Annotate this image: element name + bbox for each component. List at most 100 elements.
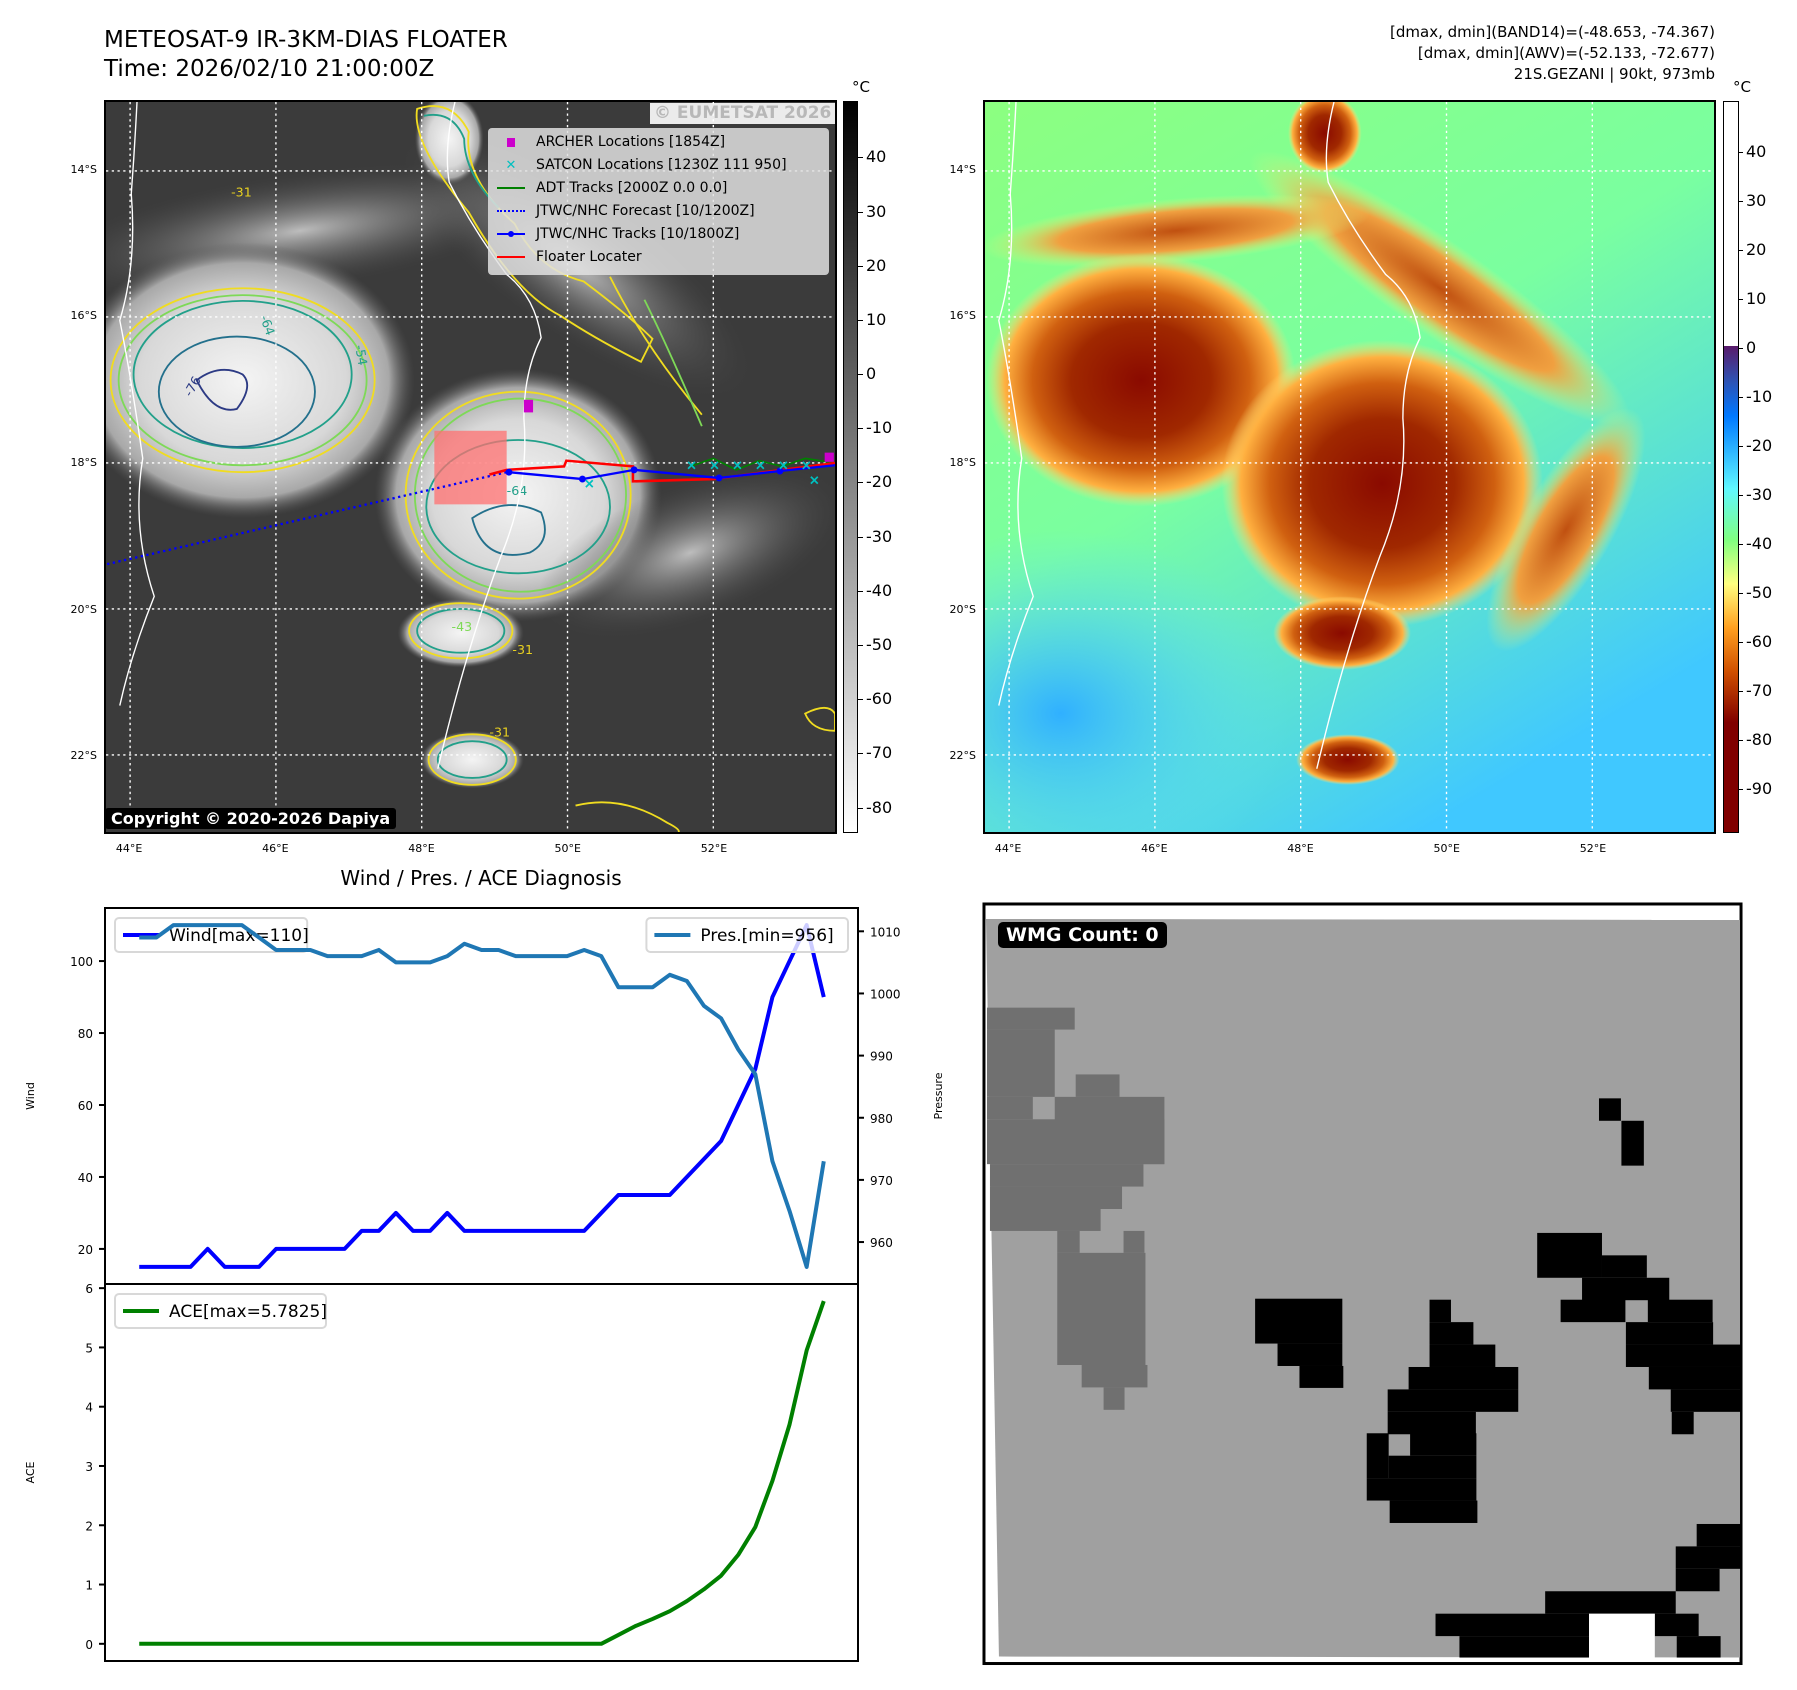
x-marker-icon: ✕ [505,157,517,173]
colorbar-tick-label: -30 [866,526,893,546]
y-tick-label: 6 [85,1282,93,1296]
latitude-label: 16°S [70,309,97,323]
colorbar-tick-label: -60 [1746,632,1773,652]
legend-item-adt: ADT Tracks [2000Z 0.0 0.0] [496,177,727,199]
colorbar-tick [858,319,863,321]
longitude-label: 46°E [1141,842,1168,855]
colorbar-tick-label: 20 [1746,240,1767,260]
colorbar-tick-label: -10 [1746,387,1773,407]
eumetsat-watermark: © EUMETSAT 2026 [650,103,836,124]
colorbar-tick-label: -40 [1746,534,1773,554]
y2-tick-label: 1010 [870,925,901,939]
legend-item-floater: Floater Locater [496,246,642,268]
colorbar-tick [1738,446,1743,448]
colorbar-tick-label: -70 [866,743,893,763]
colorbar-tick [1738,642,1743,644]
longitude-label: 52°E [700,842,728,855]
y-tick-label: 80 [78,1027,93,1041]
colorbar-tick-label: 10 [1746,289,1767,309]
contour-label: -54 [352,344,370,367]
map-legend: ARCHER Locations [1854Z] ✕ SATCON Locatio… [488,128,829,275]
contour-labels: -31 -64 -76 -54 -31 -31 -64 -43 [181,184,533,739]
colorbar-tick [858,536,863,538]
floater-box [434,430,507,505]
colorbar-tick [1738,201,1743,203]
awv-colorbar-unit: °C [1733,78,1751,96]
colorbar-tick-label: -60 [866,689,893,709]
longitude-label: 50°E [1433,842,1460,855]
coastlines [998,102,1421,769]
y-tick-label: 0 [85,1638,93,1652]
ir-colorbar [843,101,858,833]
satcon-markers [585,461,819,488]
colorbar-tick [1738,250,1743,252]
awv-map-canvas [985,102,1714,832]
dry-region [985,529,1291,832]
legend-item-satcon: ✕ SATCON Locations [1230Z 111 950] [496,154,787,176]
jtwc-track-points [505,466,784,483]
ir-colorbar-unit: °C [852,78,870,96]
colorbar-tick-label: -10 [866,418,893,438]
y-axis-label: ACE [24,1461,37,1483]
y-tick-label: 2 [85,1519,93,1533]
colorbar-tick [1738,397,1743,399]
colorbar-tick-label: -20 [1746,436,1773,456]
awv-range: [dmax, dmin](AWV)=(-52.133, -72.677) [1417,44,1715,62]
latitude-label: 18°S [949,455,976,469]
colorbar-tick [858,807,863,809]
contour-label: -31 [512,642,533,657]
latitude-label: 14°S [949,162,976,176]
longitude-label: 52°E [1579,842,1607,855]
figure-title: METEOSAT-9 IR-3KM-DIAS FLOATER Time: 202… [104,26,508,84]
colorbar-tick-label: 30 [866,201,887,221]
awv-satellite-map[interactable] [983,100,1716,834]
contour-label: -31 [231,184,252,199]
y-tick-label: 5 [85,1341,93,1355]
legend-label: ACE[max=5.7825] [169,1302,327,1322]
y-tick-label: 3 [85,1460,93,1474]
series-line-pres [139,923,826,1269]
plot-frame [104,1283,859,1662]
wmg-moderate-region [986,1007,1165,1410]
colorbar-tick [1738,593,1743,595]
colorbar-tick [1738,691,1743,692]
contour-label: -43 [452,619,473,634]
legend-ace: ACE[max=5.7825] [114,1293,327,1329]
valid-time: Time: 2026/02/10 21:00:00Z [104,56,435,82]
line-icon [496,177,526,199]
colorbar-tick-label: -80 [1746,729,1773,749]
y-tick-label: 40 [78,1171,93,1185]
colorbar-tick-label: -50 [1746,583,1773,603]
colorbar-tick-label: 30 [1746,191,1767,211]
archer-marker [824,452,834,462]
colorbar-tick [858,157,863,159]
colorbar-tick [1738,739,1743,741]
y2-axis-label: Pressure [932,1072,945,1119]
storm-info: 21S.GEZANI | 90kt, 973mb [1513,65,1715,83]
archer-marker [523,399,534,413]
contour-label: -64 [257,313,278,338]
contour-label: -31 [489,725,510,740]
colorbar-tick-label: -40 [866,580,893,600]
latitude-label: 20°S [949,602,976,616]
y-tick-label: 1 [85,1579,93,1593]
wmg-strong-region [1255,1098,1741,1658]
longitude-label: 50°E [554,842,581,855]
copyright-label: Copyright © 2020-2026 Dapiya [105,808,397,829]
longitude-label: 48°E [1287,842,1314,855]
colorbar-tick-label: -50 [866,634,893,654]
plot-frame [104,907,859,1285]
y-tick-label: 100 [70,955,93,969]
colorbar-tick [858,644,863,646]
series-line-ace [139,1300,826,1646]
colorbar-tick-label: -70 [1746,681,1773,700]
latitude-label: 22°S [949,749,976,763]
longitude-label: 44°E [115,842,143,855]
contour-label: -64 [507,483,528,498]
band14-range: [dmax, dmin](BAND14)=(-48.653, -74.367) [1390,23,1715,41]
longitude-label: 44°E [994,842,1022,855]
latitude-label: 16°S [949,309,976,323]
jtwc-track [508,464,835,481]
longitude-label: 48°E [408,842,435,855]
colorbar-tick [858,699,863,701]
